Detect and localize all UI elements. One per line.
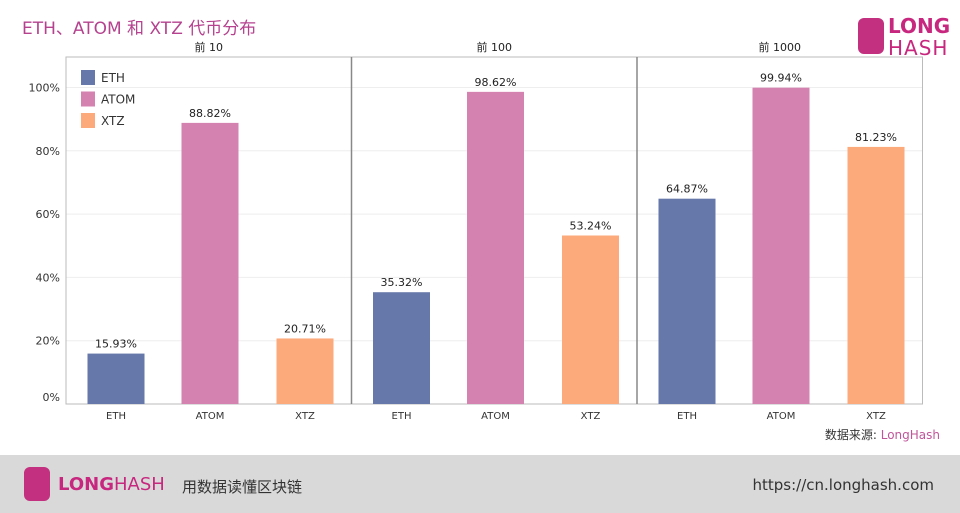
legend-swatch-atom — [81, 91, 95, 107]
logo-mark-icon — [858, 18, 884, 54]
footer-logo-icon — [24, 467, 50, 501]
bar-chart: 0% 20% 40% 60% 80% 100% 前 10 15.93% ETH 88.82% ATO… — [29, 40, 923, 422]
y-tick-label: 20% — [36, 335, 60, 348]
data-label: 99.94% — [760, 72, 802, 85]
longhash-logo: LONG HASH — [858, 14, 950, 62]
y-tick-label: 100% — [29, 82, 60, 95]
y-tick-label: 40% — [36, 271, 60, 284]
data-label: 98.62% — [475, 76, 517, 89]
legend-label: ATOM — [101, 93, 135, 107]
data-source: 数据来源: LongHash — [825, 426, 940, 443]
footer-url[interactable]: https://cn.longhash.com — [752, 476, 935, 494]
footer-bar: LONGHASH 用数据读懂区块链 https://cn.longhash.co… — [0, 455, 960, 513]
panel-title: 前 1000 — [759, 40, 802, 54]
x-tick-label: XTZ — [866, 411, 886, 422]
panel-title: 前 100 — [477, 40, 513, 54]
bar-xtz — [276, 338, 334, 404]
y-tick-label: 60% — [36, 208, 60, 221]
footer-brand: LONGHASH — [58, 474, 165, 495]
logo-text-2: HASH — [888, 36, 949, 60]
footer-slogan: 用数据读懂区块链 — [182, 478, 303, 496]
legend-swatch-eth — [81, 70, 95, 85]
y-tick-label: 80% — [36, 145, 60, 158]
bar-atom — [181, 122, 239, 404]
data-label: 64.87% — [666, 183, 708, 196]
source-name: LongHash — [880, 428, 940, 442]
data-label: 15.93% — [95, 338, 137, 351]
legend-swatch-xtz — [81, 113, 95, 128]
source-label: 数据来源: — [824, 428, 877, 442]
legend-label: XTZ — [101, 114, 125, 128]
x-tick-label: ATOM — [196, 411, 225, 422]
x-tick-label: ETH — [106, 411, 126, 422]
data-label: 35.32% — [381, 276, 423, 289]
bar-atom — [752, 87, 810, 404]
x-tick-label: ETH — [677, 411, 697, 422]
bar-xtz — [847, 146, 905, 404]
legend-label: ETH — [101, 71, 125, 85]
data-label: 53.24% — [570, 219, 612, 232]
x-tick-label: ETH — [392, 411, 412, 422]
data-label: 81.23% — [855, 131, 897, 144]
x-tick-label: XTZ — [295, 411, 315, 422]
bar-xtz — [562, 235, 619, 404]
panel-title: 前 10 — [195, 40, 224, 54]
y-tick-label: 0% — [43, 391, 60, 404]
bar-eth — [658, 198, 716, 404]
x-tick-label: ATOM — [481, 411, 510, 422]
x-tick-label: ATOM — [767, 411, 796, 422]
footer-brand-bold: LONG — [58, 474, 114, 495]
data-label: 20.71% — [284, 322, 326, 335]
x-tick-label: XTZ — [581, 411, 601, 422]
footer-brand-light: HASH — [113, 474, 165, 495]
data-label: 88.82% — [189, 107, 231, 120]
bar-eth — [373, 292, 430, 404]
bar-eth — [87, 353, 145, 404]
bar-atom — [467, 91, 524, 404]
chart-title: ETH、ATOM 和 XTZ 代币分布 — [22, 19, 257, 39]
logo-text-1: LONG — [888, 14, 951, 38]
